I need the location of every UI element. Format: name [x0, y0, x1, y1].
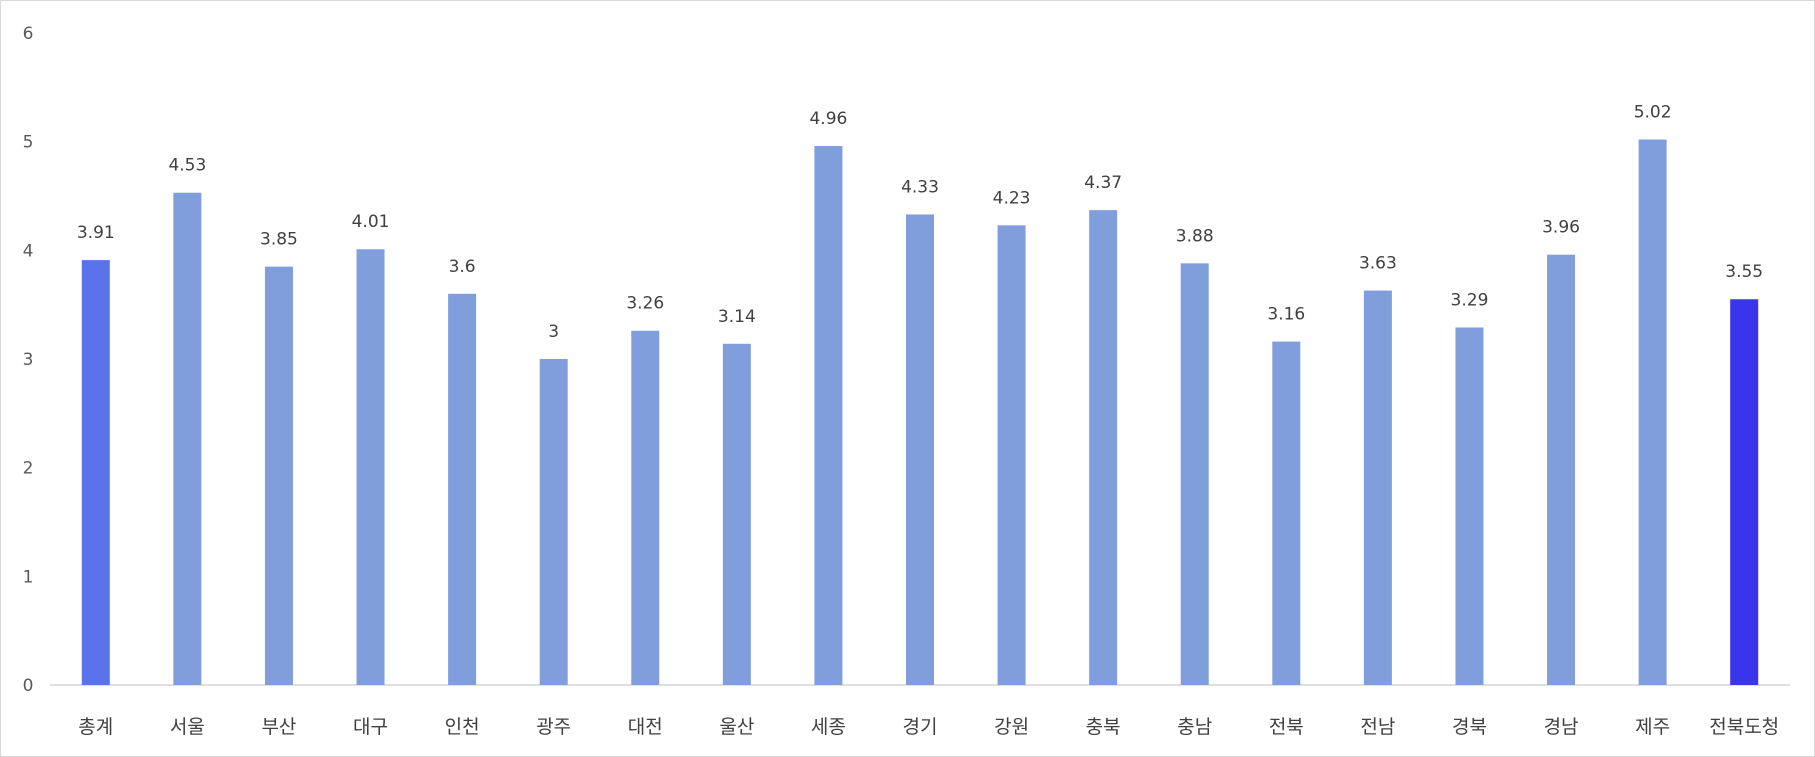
data-label: 3.63 — [1359, 254, 1397, 274]
y-tick-label: 1 — [23, 567, 34, 587]
data-label: 3.14 — [718, 307, 756, 327]
bar — [81, 260, 110, 685]
bar — [814, 146, 843, 686]
category-label: 대구 — [353, 716, 388, 738]
bar — [356, 249, 385, 685]
data-label: 3.55 — [1725, 262, 1763, 282]
data-label: 4.33 — [901, 177, 939, 197]
category-label: 세종 — [811, 716, 846, 738]
y-tick-label: 0 — [23, 676, 34, 696]
bar — [1638, 139, 1667, 685]
data-label: 3.88 — [1176, 226, 1214, 246]
data-label: 3.91 — [77, 223, 115, 243]
bar — [1547, 254, 1576, 685]
bar — [631, 330, 660, 685]
data-label: 3.26 — [626, 294, 664, 314]
bar — [448, 293, 477, 685]
category-label: 대전 — [628, 716, 663, 738]
category-label: 전남 — [1360, 716, 1395, 738]
data-label: 4.23 — [993, 188, 1031, 208]
category-label: 전북도청 — [1709, 716, 1779, 738]
bar — [1730, 299, 1759, 685]
y-tick-label: 6 — [23, 24, 34, 44]
bar — [1363, 290, 1392, 685]
data-label: 4.37 — [1084, 173, 1122, 193]
category-label: 충남 — [1177, 716, 1212, 738]
bar — [906, 214, 934, 685]
category-label: 경북 — [1452, 716, 1487, 738]
data-label: 5.02 — [1634, 102, 1672, 122]
bar — [173, 192, 202, 686]
data-label: 3.29 — [1451, 290, 1489, 310]
bar — [1455, 327, 1484, 685]
category-label: 전북 — [1269, 716, 1304, 738]
data-label: 4.96 — [809, 109, 847, 129]
data-label: 3.6 — [449, 257, 476, 277]
data-label: 4.53 — [168, 156, 206, 176]
y-tick-label: 3 — [23, 350, 34, 370]
category-label: 경기 — [903, 716, 938, 738]
data-label: 3 — [548, 322, 559, 342]
bar — [539, 359, 568, 685]
data-label: 4.01 — [352, 212, 390, 232]
data-label: 3.96 — [1542, 218, 1580, 238]
category-label: 경남 — [1544, 716, 1579, 738]
category-label: 부산 — [261, 716, 296, 738]
bar — [722, 343, 751, 685]
category-label: 제주 — [1635, 716, 1670, 738]
y-tick-label: 4 — [23, 241, 34, 261]
category-labels: 총계 서울 부산 대구 인천 광주 대전 울산 세종 경기 강원 충북 충남 전북 전남 경북 경남 제주 전북도청 — [78, 716, 1779, 738]
bar — [1089, 210, 1118, 686]
category-label: 광주 — [536, 716, 571, 738]
bars — [81, 139, 1759, 686]
bar — [997, 225, 1026, 685]
data-labels: 3.914.533.854.013.633.263.144.964.334.23… — [77, 102, 1763, 342]
category-label: 인천 — [445, 716, 480, 738]
y-axis-ticks: 0 1 2 3 4 5 6 — [23, 24, 34, 696]
bar — [264, 266, 293, 685]
category-label: 충북 — [1086, 716, 1121, 738]
bar — [1180, 263, 1209, 685]
y-tick-label: 5 — [23, 133, 34, 153]
category-label: 총계 — [78, 716, 113, 738]
bar — [1272, 341, 1301, 685]
category-label: 서울 — [170, 716, 205, 738]
category-label: 강원 — [994, 716, 1029, 738]
data-label: 3.16 — [1267, 305, 1305, 325]
data-label: 3.85 — [260, 230, 298, 250]
category-label: 울산 — [719, 716, 754, 738]
y-tick-label: 2 — [23, 459, 34, 479]
